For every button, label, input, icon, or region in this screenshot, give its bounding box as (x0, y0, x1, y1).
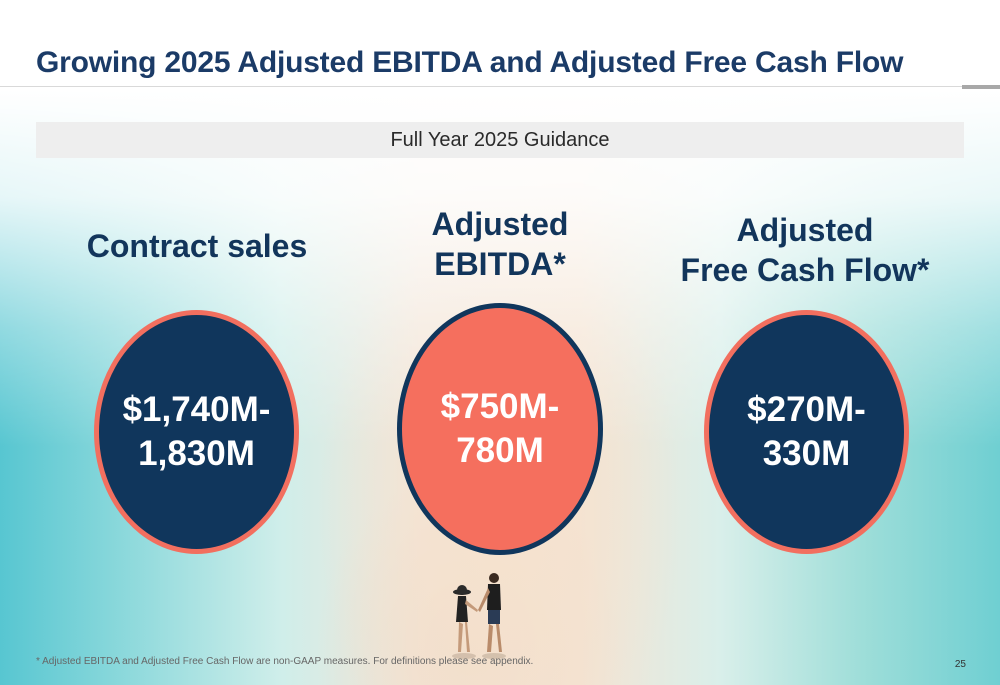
heading-line: EBITDA* (434, 246, 566, 282)
heading-line: Contract sales (86, 228, 308, 264)
heading-line: Adjusted (736, 212, 874, 248)
value-line: 1,830M (138, 434, 255, 473)
adjusted-free-cash-flow-heading: Adjusted Free Cash Flow* (660, 210, 950, 290)
couple-walking-image (452, 573, 506, 659)
contract-sales-heading: Contract sales (86, 226, 308, 266)
footnote: * Adjusted EBITDA and Adjusted Free Cash… (36, 656, 534, 667)
heading-line: Adjusted (431, 206, 569, 242)
adjusted-ebitda-value-circle: $750M- 780M (397, 303, 603, 555)
value-line: $1,740M- (122, 390, 271, 429)
adjusted-free-cash-flow-value-circle: $270M- 330M (704, 310, 909, 554)
adjusted-ebitda-heading: Adjusted EBITDA* (400, 204, 600, 284)
heading-line: Free Cash Flow* (680, 252, 930, 288)
slide-title: Growing 2025 Adjusted EBITDA and Adjuste… (36, 46, 904, 79)
value-line: 330M (762, 434, 851, 473)
title-divider (0, 86, 1000, 87)
contract-sales-value-circle: $1,740M- 1,830M (94, 310, 299, 554)
value-line: 780M (456, 431, 544, 470)
value-line: $750M- (440, 387, 560, 426)
page-number: 25 (954, 659, 966, 670)
guidance-banner: Full Year 2025 Guidance (36, 122, 964, 158)
divider-accent (962, 85, 1000, 89)
guidance-label: Full Year 2025 Guidance (390, 128, 610, 151)
value-line: $270M- (747, 390, 866, 429)
